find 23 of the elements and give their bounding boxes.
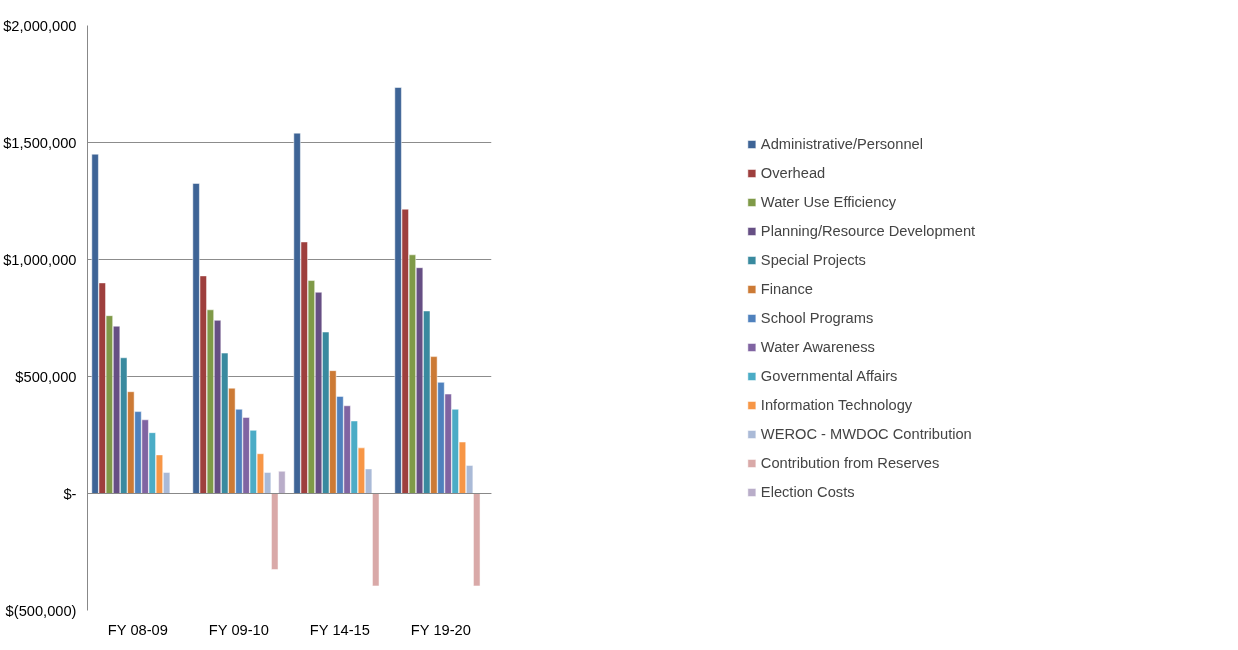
legend-label: Governmental Affairs: [760, 367, 898, 384]
x-tick-label: FY 19-20: [410, 621, 471, 638]
legend-label: Planning/Resource Development: [760, 222, 976, 239]
x-tick-label: FY 09-10: [208, 621, 269, 638]
legend-label: Water Awareness: [760, 338, 875, 355]
x-tick-label: FY 08-09: [107, 621, 168, 638]
legend-label: Election Costs: [760, 483, 855, 500]
y-tick-label: $500,000: [15, 368, 77, 385]
legend-label: Overhead: [760, 164, 826, 181]
legend-label: School Programs: [760, 309, 874, 326]
legend-label: Information Technology: [760, 396, 913, 413]
legend-label: Contribution from Reserves: [760, 454, 940, 471]
y-tick-label: $-: [63, 485, 77, 502]
x-tick-label: FY 14-15: [309, 621, 370, 638]
legend-label: WEROC - MWDOC Contribution: [760, 425, 972, 442]
y-tick-label: $(500,000): [5, 602, 77, 619]
legend-label: Special Projects: [760, 251, 866, 268]
legend-label: Administrative/Personnel: [760, 135, 923, 152]
legend-label: Water Use Efficiency: [760, 193, 897, 210]
legend-label: Finance: [760, 280, 814, 297]
y-tick-label: $1,000,000: [3, 251, 77, 268]
y-tick-label: $2,000,000: [3, 17, 77, 34]
y-tick-label: $1,500,000: [3, 134, 77, 151]
